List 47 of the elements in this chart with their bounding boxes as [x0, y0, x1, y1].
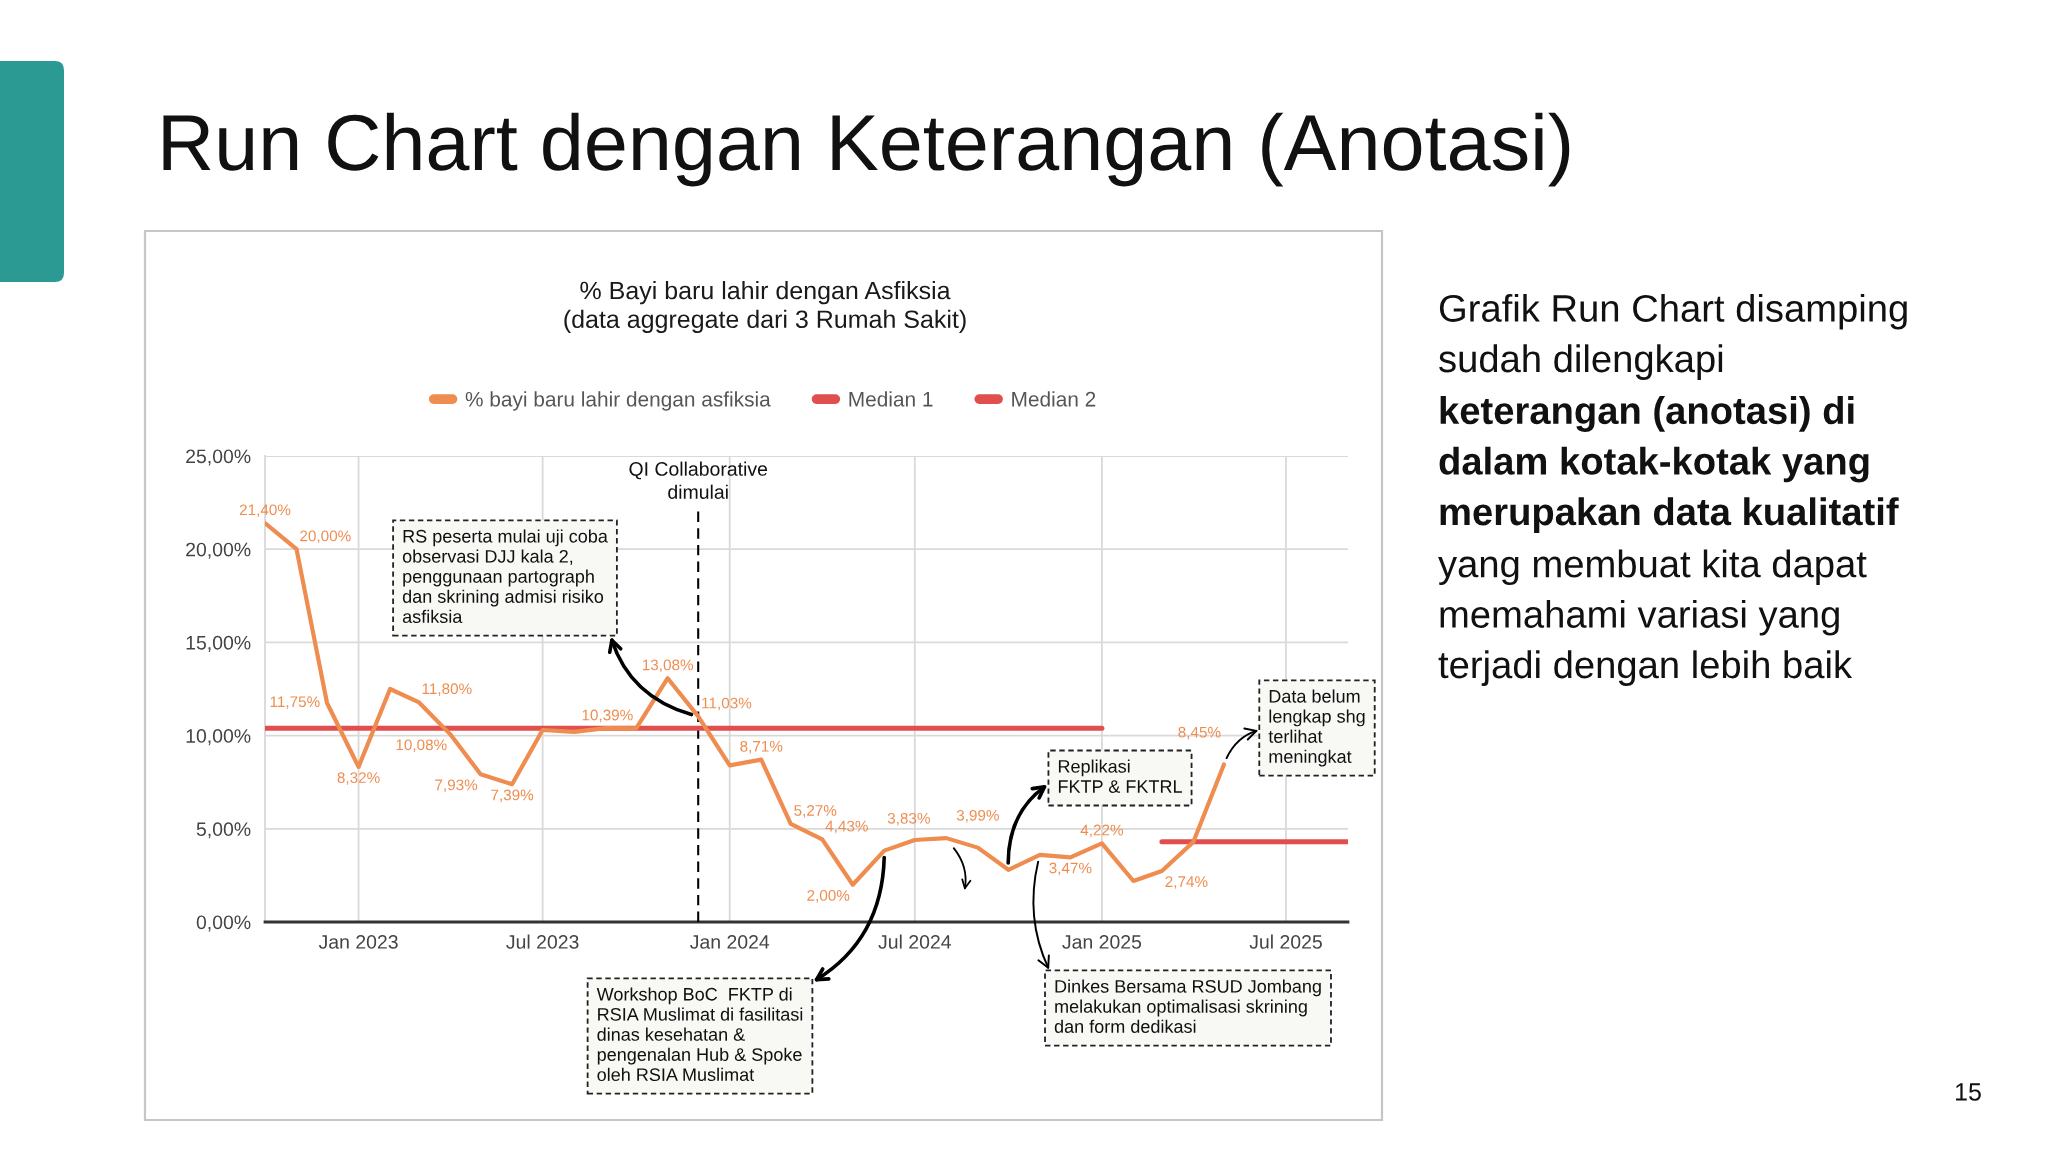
annotation: Data belum lengkap shg terlihat meningkat [1268, 689, 1365, 767]
data-label: 8,32% [337, 772, 380, 785]
data-label: 21,40% [239, 504, 291, 518]
text: 15 [1956, 1083, 1981, 1101]
data-label: 7,39% [491, 789, 534, 803]
x-tick-label: Jul 2023 [506, 934, 579, 949]
y-tick-label: 0,00% [196, 915, 251, 932]
data-label: 11,80% [422, 683, 472, 696]
data-label: 10,39% [582, 709, 633, 723]
x-tick-label: Jan 2025 [1062, 935, 1142, 949]
annotation: Replikasi FKTP & FKTRL [1058, 759, 1182, 793]
data-label: 11,03% [702, 697, 752, 711]
y-tick-label: 25,00% [186, 449, 251, 466]
x-tick-label: Jan 2024 [690, 935, 770, 949]
data-label: 3,47% [1049, 862, 1092, 876]
y-tick-label: 5,00% [196, 822, 251, 839]
x-tick-label: Jan 2023 [318, 935, 398, 949]
legend-label: Median 2 [1012, 391, 1096, 407]
data-label: 20,00% [300, 530, 351, 544]
legend-label: % bayi baru lahir dengan asfiksia [465, 391, 771, 411]
y-tick-label: 15,00% [186, 635, 251, 652]
data-label: 3,99% [956, 809, 999, 823]
annotation: RS peserta mulai uji coba observasi DJJ kala 2, penggunaan partograph dan skrining admisi risiko asfiksia [402, 529, 608, 624]
y-tick-label: 10,00% [186, 729, 251, 746]
data-label: 4,22% [1080, 824, 1124, 838]
data-label: 2,74% [1165, 876, 1208, 889]
text: Run Chart dengan Keterangan (Anotasi) [163, 112, 1570, 187]
chart-title: % Bayi baru lahir dengan Asfiksia (data aggregate dari 3 Rumah Sakit) [564, 280, 966, 334]
data-label: 11,75% [270, 696, 320, 709]
data-label: 2,00% [807, 890, 850, 903]
text: yang membuat kita dapat memahami variasi yang terjadi dengan lebih baik [1438, 549, 1867, 686]
data-label: 5,27% [794, 805, 837, 818]
annotation: Dinkes Bersama RSUD Jombang melakukan optimalisasi skrining dan form dedikasi [1054, 979, 1321, 1033]
data-label: 13,08% [642, 659, 694, 673]
x-tick-label: Jul 2025 [1249, 934, 1322, 949]
line-series [265, 521, 1227, 887]
data-label: 8,71% [740, 740, 783, 754]
data-label: 8,45% [1178, 726, 1221, 740]
annotation: Workshop BoC FKTP di RSIA Muslimat di fasilitasi dinas kesehatan & pengenalan Hub & Spoke oleh RSIA Muslimat [596, 987, 803, 1082]
data-label: 4,43% [825, 820, 868, 834]
data-label: 3,83% [887, 812, 930, 826]
x-tick-label: Jul 2024 [878, 934, 951, 949]
data-label: 10,08% [396, 739, 447, 753]
legend-label: Median 1 [849, 391, 933, 407]
data-label: 7,93% [435, 779, 478, 793]
y-tick-label: 20,00% [186, 542, 251, 559]
ref-line-label: QI Collaborative dimulai [629, 461, 768, 499]
